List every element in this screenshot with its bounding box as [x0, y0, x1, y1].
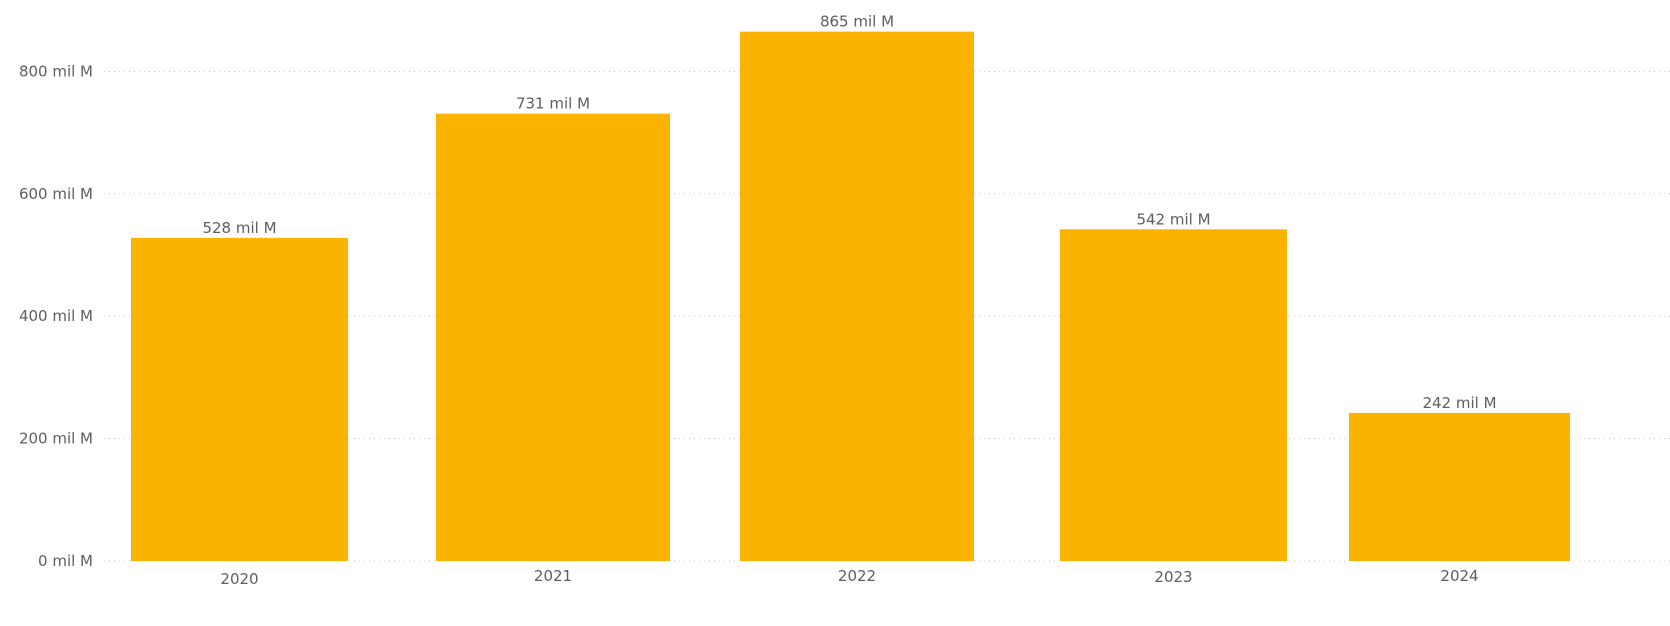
x-tick-label: 2024 [1440, 567, 1478, 585]
data-label-2024: 242 mil M [1422, 394, 1496, 412]
x-tick-label: 2022 [838, 567, 876, 585]
x-tick-label: 2021 [534, 567, 572, 585]
y-tick-label: 400 mil M [19, 307, 93, 325]
bars [131, 31, 1570, 562]
bar-2024[interactable] [1349, 412, 1570, 561]
y-tick-label: 200 mil M [19, 430, 93, 448]
data-label-2021: 731 mil M [516, 95, 590, 113]
data-label-2022: 865 mil M [820, 13, 894, 31]
data-label-2023: 542 mil M [1136, 210, 1210, 228]
y-axis: 0 mil M 200 mil M 400 mil M 600 mil M 800 mi… [19, 62, 93, 570]
x-axis: 2020 2021 2022 2023 2024 [220, 567, 1478, 588]
x-tick-label: 2020 [220, 570, 258, 588]
x-tick-label: 2023 [1154, 568, 1192, 586]
bar-2022[interactable] [740, 31, 974, 562]
bar-2021[interactable] [436, 113, 670, 562]
y-tick-label: 0 mil M [38, 552, 93, 570]
bar-2020[interactable] [131, 237, 348, 561]
data-label-2020: 528 mil M [202, 219, 276, 237]
y-tick-label: 800 mil M [19, 62, 93, 80]
y-tick-label: 600 mil M [19, 185, 93, 203]
bar-2023[interactable] [1060, 229, 1287, 561]
data-labels: 528 mil M 731 mil M 865 mil M 542 mil M 242 … [202, 13, 1496, 412]
